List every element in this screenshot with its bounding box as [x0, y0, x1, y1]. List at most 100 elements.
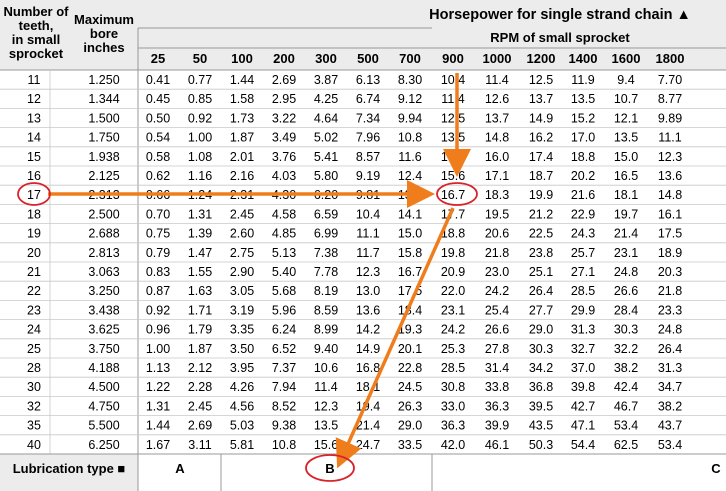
hp-cell: 42.4 — [614, 380, 638, 394]
hp-cell: 13.7 — [529, 92, 553, 106]
hp-cell: 11.4 — [441, 92, 464, 106]
hp-cell: 3.95 — [230, 361, 254, 375]
hp-cell: 20.2 — [571, 169, 595, 183]
table-row: 22 3.250 0.87 1.63 3.05 5.68 8.19 13.0 17.5 22.0 2… — [27, 284, 682, 298]
hp-cell: 3.05 — [230, 284, 254, 298]
teeth-header-line4: sprocket — [9, 46, 64, 61]
rpm-title: RPM of small sprocket — [490, 30, 630, 45]
hp-cell: 31.3 — [571, 323, 595, 337]
hp-cell: 21.4 — [614, 227, 638, 241]
hp-cell: 9.38 — [272, 419, 296, 433]
bore-header-line2: bore — [90, 26, 118, 41]
hp-cell: 19.5 — [485, 207, 509, 221]
teeth-cell: 22 — [27, 284, 41, 298]
bore-cell: 1.250 — [88, 73, 119, 87]
bore-cell: 2.125 — [88, 169, 119, 183]
hp-cell: 0.77 — [188, 73, 212, 87]
hp-cell: 4.25 — [314, 92, 338, 106]
table-row: 18 2.500 0.70 1.31 2.45 4.58 6.59 10.4 14.1 17.7 1… — [27, 207, 682, 221]
hp-cell: 0.62 — [146, 169, 170, 183]
hp-cell: 18.1 — [614, 188, 638, 202]
hp-cell: 8.59 — [314, 303, 338, 317]
bore-cell: 1.750 — [88, 131, 119, 145]
bore-cell: 4.500 — [88, 380, 119, 394]
hp-cell: 5.81 — [230, 438, 254, 452]
table-row: 30 4.500 1.22 2.28 4.26 7.94 11.4 18.1 24.5 30.8 3… — [27, 380, 682, 394]
rpm-header-1600: 1600 — [612, 51, 641, 66]
hp-cell: 0.79 — [146, 246, 170, 260]
hp-cell: 1.79 — [188, 323, 212, 337]
hp-cell: 1.39 — [188, 227, 212, 241]
hp-cell: 0.41 — [146, 73, 170, 87]
hp-cell: 6.24 — [272, 323, 296, 337]
rpm-header-25: 25 — [151, 51, 165, 66]
lubrication-row: Lubrication type ■ A B C — [0, 453, 726, 491]
teeth-cell: 15 — [27, 150, 41, 164]
hp-cell: 24.5 — [398, 380, 422, 394]
hp-cell: 42.7 — [571, 399, 595, 413]
teeth-cell: 11 — [28, 73, 41, 87]
hp-cell: 11.4 — [485, 73, 508, 87]
bore-cell: 2.688 — [88, 227, 119, 241]
hp-cell: 4.58 — [272, 207, 296, 221]
hp-cell: 5.13 — [272, 246, 296, 260]
teeth-cell: 40 — [27, 438, 41, 452]
hp-cell: 27.7 — [529, 303, 553, 317]
hp-cell: 36.8 — [529, 380, 553, 394]
hp-cell: 15.8 — [398, 246, 422, 260]
table-row: 32 4.750 1.31 2.45 4.56 8.52 12.3 19.4 26.3 33.0 3… — [27, 399, 682, 413]
hp-cell: 3.22 — [272, 111, 296, 125]
bore-header: Maximum bore inches — [74, 12, 134, 55]
hp-cell: 13.5 — [314, 419, 338, 433]
hp-cell: 24.2 — [441, 323, 465, 337]
hp-cell: 5.02 — [314, 131, 338, 145]
table-row: 21 3.063 0.83 1.55 2.90 5.40 7.78 12.3 16.7 20.9 2… — [27, 265, 682, 279]
hp-cell: 8.30 — [398, 73, 422, 87]
hp-cell: 50.3 — [529, 438, 553, 452]
teeth-cell: 20 — [27, 246, 41, 260]
hp-cell: 12.5 — [529, 73, 553, 87]
hp-cell: 20.3 — [658, 265, 682, 279]
hp-cell: 11.6 — [398, 150, 421, 164]
hp-cell: 9.94 — [398, 111, 422, 125]
hp-cell: 29.9 — [571, 303, 595, 317]
rpm-header-1200: 1200 — [527, 51, 556, 66]
hp-cell: 30.3 — [529, 342, 553, 356]
hp-cell: 22.5 — [529, 227, 553, 241]
teeth-cell: 23 — [27, 303, 41, 317]
bore-cell: 1.500 — [88, 111, 119, 125]
hp-cell: 12.3 — [658, 150, 682, 164]
table-row: 23 3.438 0.92 1.71 3.19 5.96 8.59 13.6 18.4 23.1 2… — [27, 303, 682, 317]
hp-cell: 16.0 — [485, 150, 509, 164]
header-bg-right — [138, 0, 726, 70]
header-lines — [0, 27, 726, 491]
hp-cell: 21.6 — [571, 188, 595, 202]
bore-cell: 1.344 — [88, 92, 119, 106]
hp-cell: 2.28 — [188, 380, 212, 394]
circle-value-16-7 — [436, 182, 478, 206]
hp-cell: 5.03 — [230, 419, 254, 433]
hp-cell: 14.9 — [356, 342, 380, 356]
hp-cell: 8.19 — [314, 284, 338, 298]
table-row: 15 1.938 0.58 1.08 2.01 3.76 5.41 8.57 11.6 14.5 1… — [27, 150, 682, 164]
hp-cell: 26.6 — [614, 284, 638, 298]
teeth-cell: 21 — [27, 265, 41, 279]
hp-cell: 4.64 — [314, 111, 338, 125]
hp-cell: 22.0 — [441, 284, 465, 298]
hp-cell: 2.60 — [230, 227, 254, 241]
table-row: 11 1.250 0.41 0.77 1.44 2.69 3.87 6.13 8.30 10.4 1… — [28, 73, 683, 87]
hp-cell: 11.1 — [356, 227, 379, 241]
hp-cell: 34.7 — [658, 380, 682, 394]
teeth-cell: 13 — [27, 111, 41, 125]
table-row: 40 6.250 1.67 3.11 5.81 10.8 15.6 24.7 33.5 42.0 4… — [27, 438, 682, 452]
hp-cell: 0.92 — [188, 111, 212, 125]
hp-cell: 1.73 — [230, 111, 254, 125]
hp-cell: 30.8 — [441, 380, 465, 394]
hp-cell: 1.31 — [188, 207, 212, 221]
hp-cell: 0.85 — [188, 92, 212, 106]
hp-cell: 9.19 — [356, 169, 380, 183]
hp-cell: 33.8 — [485, 380, 509, 394]
hp-cell: 26.4 — [658, 342, 682, 356]
table-row: 25 3.750 1.00 1.87 3.50 6.52 9.40 14.9 20.1 25.3 2… — [27, 342, 682, 356]
hp-cell: 24.8 — [658, 323, 682, 337]
